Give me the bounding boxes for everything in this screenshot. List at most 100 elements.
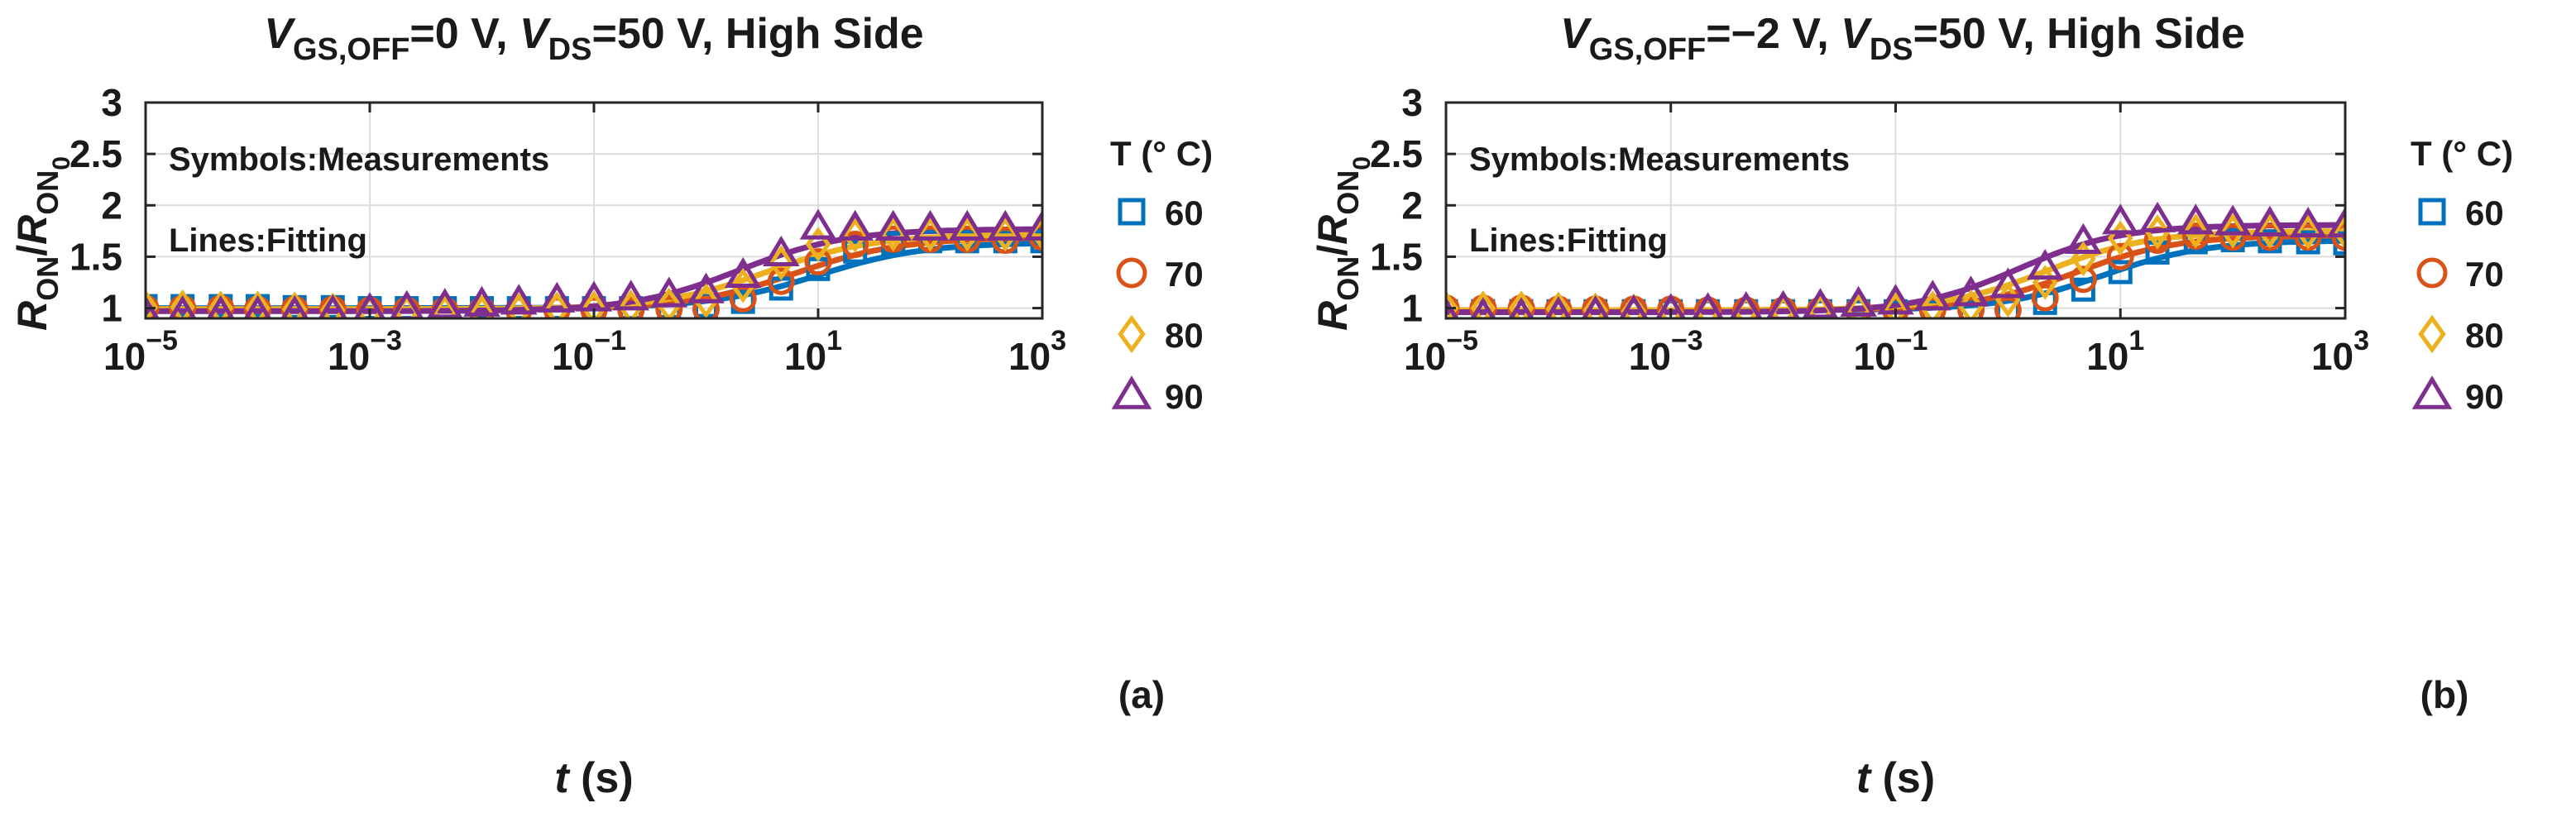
x-tick-label: 103	[2311, 325, 2369, 378]
data-point-90	[1023, 209, 1042, 241]
data-point-90	[1766, 289, 1801, 318]
data-point-90	[1446, 297, 1459, 318]
legend: T (° C) 60 70 80 90	[2411, 134, 2513, 416]
data-point-80	[1883, 291, 1908, 318]
data-point-90	[1508, 297, 1535, 318]
data-point-90	[1581, 294, 1610, 318]
data-point-90	[948, 209, 986, 241]
data-point-90	[1802, 288, 1839, 318]
data-point-90	[1692, 292, 1724, 318]
data-point-80	[917, 216, 943, 252]
y-tick-label: 3	[101, 81, 122, 124]
data-point-80	[842, 217, 869, 253]
data-point-70	[2069, 265, 2097, 294]
plot-data	[1446, 201, 2345, 318]
y-axis-label: RON/RON0	[9, 156, 75, 331]
legend-label-70: 70	[1165, 255, 1204, 294]
data-point-90	[687, 272, 725, 303]
data-point-90	[1470, 297, 1496, 318]
data-point-90	[1914, 280, 1951, 311]
data-point-80	[2071, 241, 2096, 277]
data-point-90	[763, 235, 800, 266]
data-point-80	[1545, 291, 1572, 318]
data-point-70	[1994, 296, 2022, 318]
data-point-90	[874, 209, 912, 241]
legend-marker-60	[2418, 198, 2446, 226]
legend-title: T (° C)	[1110, 134, 1213, 173]
data-point-80	[281, 291, 308, 318]
data-point-90	[1840, 285, 1877, 317]
data-point-70	[767, 267, 795, 295]
data-point-90	[500, 284, 538, 315]
data-point-60	[2108, 260, 2133, 284]
chart-panel-a: 10−5 10−3 10−1 101 103 1 1.5 2 2.5 3 VGS,OFF=0 V, …	[9, 10, 1213, 802]
legend-label-60: 60	[1165, 194, 1204, 232]
data-point-80	[768, 245, 794, 281]
data-point-70	[2106, 242, 2134, 270]
legend-marker-90	[1111, 375, 1152, 409]
data-point-80	[469, 294, 495, 318]
data-point-80	[954, 216, 980, 252]
data-point-80	[992, 216, 1018, 252]
data-point-80	[543, 291, 570, 318]
data-point-90	[650, 276, 688, 308]
data-point-80	[2219, 213, 2246, 249]
data-point-80	[170, 289, 196, 318]
data-point-90	[146, 294, 160, 318]
data-point-90	[987, 209, 1024, 241]
data-point-90	[836, 209, 874, 241]
legend-marker-60	[1118, 198, 1146, 226]
x-tick-label: 10−3	[1629, 325, 1703, 378]
data-point-80	[432, 294, 458, 318]
data-point-80	[693, 283, 719, 318]
ticks	[144, 101, 1044, 318]
data-point-90	[168, 294, 197, 318]
x-tick-label: 101	[2086, 325, 2144, 378]
legend-marker-70	[2416, 257, 2448, 289]
data-point-60	[2071, 277, 2095, 302]
data-point-80	[880, 216, 907, 252]
data-point-90	[2065, 222, 2102, 255]
y-axis-label: RON/RON0	[1310, 156, 1376, 331]
data-point-90	[1952, 275, 1989, 307]
ticks	[1444, 101, 2347, 318]
x-tick-label: 103	[1008, 325, 1066, 378]
data-point-90	[612, 280, 649, 311]
data-point-70	[692, 295, 720, 318]
legend-label-70: 70	[2465, 255, 2504, 294]
data-point-90	[1544, 296, 1572, 318]
annotation-lines: Lines:Fitting	[1469, 222, 1668, 259]
data-point-70	[841, 231, 869, 259]
panel-label: (a)	[1118, 673, 1165, 716]
data-point-80	[730, 267, 756, 303]
legend-marker-80	[1118, 314, 1146, 354]
data-point-80	[245, 290, 271, 318]
x-axis-label: t (s)	[554, 754, 633, 802]
x-axis-label: t (s)	[1856, 754, 1935, 802]
x-tick-label: 10−5	[103, 325, 178, 378]
data-point-90	[206, 294, 235, 318]
chart-panel-b: 10−5 10−3 10−1 101 103 1 1.5 2 2.5 3 VGS,OFF=−2 V,…	[1310, 10, 2513, 802]
data-point-80	[2182, 213, 2209, 249]
chart-title: VGS,OFF=0 V, VDS=50 V, High Side	[264, 10, 923, 67]
data-point-90	[2101, 203, 2139, 235]
data-point-80	[581, 290, 607, 318]
legend-label-60: 60	[2465, 194, 2504, 232]
data-point-80	[1920, 290, 1946, 318]
data-point-90	[1729, 290, 1763, 318]
legend-label-80: 80	[1165, 316, 1204, 355]
data-point-80	[1470, 290, 1496, 318]
x-tick-label: 10−3	[328, 325, 402, 378]
y-tick-label: 1.5	[69, 235, 122, 278]
y-tick-label: 2	[1401, 184, 1423, 227]
data-point-80	[618, 289, 644, 318]
data-point-90	[539, 281, 576, 313]
data-point-70	[804, 248, 832, 276]
y-tick-label: 2	[101, 184, 122, 227]
data-point-90	[243, 294, 272, 318]
data-point-90	[2289, 207, 2327, 238]
data-point-80	[2144, 214, 2171, 250]
data-point-90	[426, 288, 463, 318]
legend: T (° C) 60 70 80 90	[1110, 134, 1213, 416]
legend-label-90: 90	[2465, 377, 2504, 416]
